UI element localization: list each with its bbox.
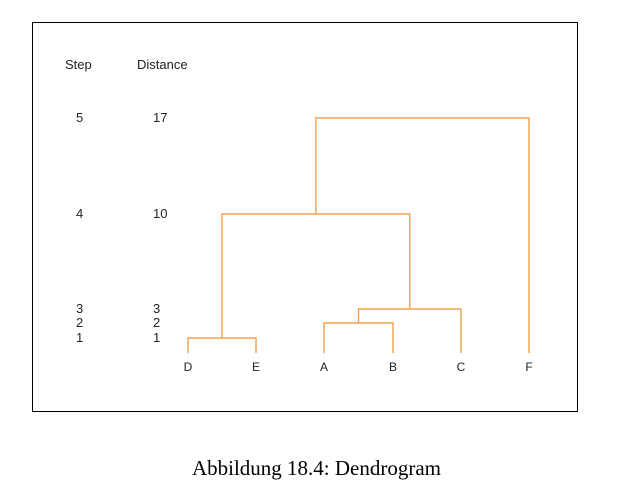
step-header: Step: [65, 57, 92, 72]
leaf-label-f: F: [525, 360, 532, 374]
distance-value: 17: [153, 110, 167, 125]
step-value: 2: [76, 315, 83, 330]
leaf-label-e: E: [252, 360, 260, 374]
leaf-label-c: C: [457, 360, 466, 374]
step-value: 4: [76, 206, 83, 221]
distance-header: Distance: [137, 57, 188, 72]
leaf-label-d: D: [184, 360, 193, 374]
distance-value: 3: [153, 301, 160, 316]
step-value: 5: [76, 110, 83, 125]
figure-caption: Abbildung 18.4: Dendrogram: [191, 456, 442, 480]
merge-link-step-3: [357, 308, 462, 353]
merge-link-step-5: [315, 117, 530, 353]
distance-value: 10: [153, 206, 167, 221]
step-value: 3: [76, 301, 83, 316]
merge-link-step-4: [221, 213, 411, 338]
merge-link-step-1: [187, 337, 257, 353]
leaf-label-b: B: [389, 360, 397, 374]
leaf-label-a: A: [320, 360, 328, 374]
step-value: 1: [76, 330, 83, 345]
distance-value: 2: [153, 315, 160, 330]
distance-value: 1: [153, 330, 160, 345]
merge-link-step-2: [323, 322, 394, 353]
